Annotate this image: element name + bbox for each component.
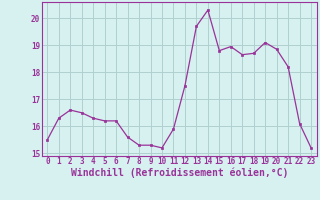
X-axis label: Windchill (Refroidissement éolien,°C): Windchill (Refroidissement éolien,°C)	[70, 168, 288, 178]
